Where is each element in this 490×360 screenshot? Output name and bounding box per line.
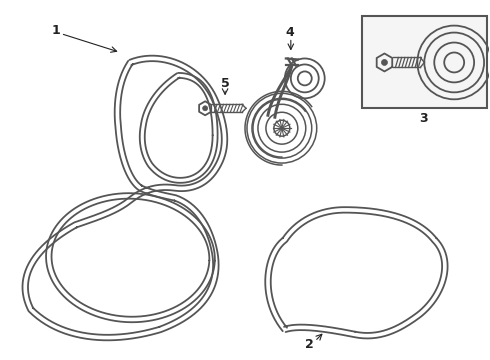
Text: 4: 4 xyxy=(286,26,294,39)
Bar xyxy=(362,15,487,108)
Text: 2: 2 xyxy=(305,338,314,351)
Text: 1: 1 xyxy=(51,24,60,37)
Text: 5: 5 xyxy=(220,77,229,90)
Circle shape xyxy=(382,59,388,66)
Text: 3: 3 xyxy=(419,112,428,125)
Circle shape xyxy=(203,106,208,111)
